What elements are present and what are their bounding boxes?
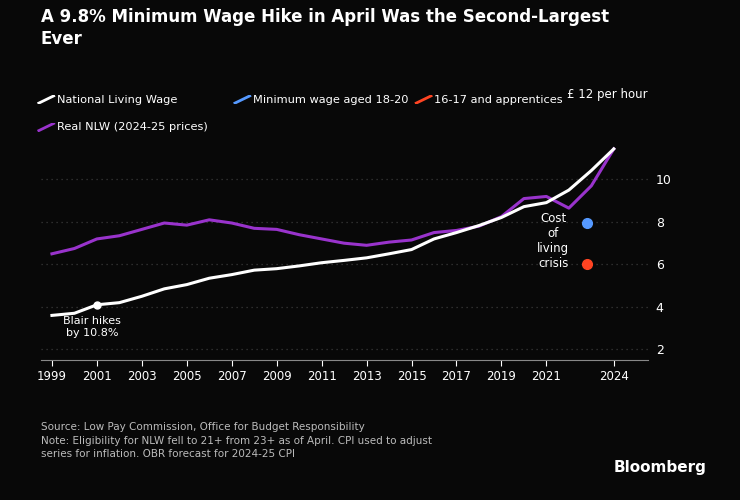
Text: Blair hikes
by 10.8%: Blair hikes by 10.8% [64,316,121,338]
Text: 16-17 and apprentices: 16-17 and apprentices [434,95,563,105]
Text: Cost
of
living
crisis: Cost of living crisis [537,212,569,270]
Text: Real NLW (2024-25 prices): Real NLW (2024-25 prices) [57,122,208,132]
Text: £ 12 per hour: £ 12 per hour [567,88,648,101]
Text: A 9.8% Minimum Wage Hike in April Was the Second-Largest
Ever: A 9.8% Minimum Wage Hike in April Was th… [41,8,609,48]
Text: Source: Low Pay Commission, Office for Budget Responsibility
Note: Eligibility f: Source: Low Pay Commission, Office for B… [41,422,431,459]
Text: National Living Wage: National Living Wage [57,95,178,105]
Text: Minimum wage aged 18-20: Minimum wage aged 18-20 [253,95,408,105]
Text: Bloomberg: Bloomberg [613,460,707,475]
